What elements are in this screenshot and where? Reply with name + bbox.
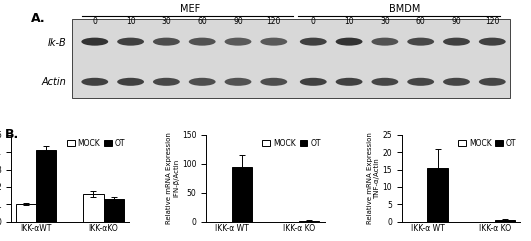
- Ellipse shape: [372, 78, 398, 86]
- Bar: [299, 221, 319, 222]
- Legend: MOCK, OT: MOCK, OT: [67, 139, 125, 148]
- Text: Actin: Actin: [42, 77, 67, 87]
- Bar: [36, 150, 56, 222]
- Ellipse shape: [225, 78, 251, 86]
- Ellipse shape: [407, 78, 434, 86]
- Ellipse shape: [189, 38, 216, 46]
- Text: 30: 30: [161, 17, 172, 26]
- Text: 0: 0: [311, 17, 316, 26]
- Ellipse shape: [443, 78, 470, 86]
- Text: 60: 60: [416, 17, 425, 26]
- Ellipse shape: [479, 38, 506, 46]
- Ellipse shape: [407, 38, 434, 46]
- Ellipse shape: [300, 38, 327, 46]
- Ellipse shape: [336, 38, 363, 46]
- Legend: MOCK, OT: MOCK, OT: [458, 139, 517, 148]
- Ellipse shape: [225, 38, 251, 46]
- Ellipse shape: [81, 38, 108, 46]
- Legend: MOCK, OT: MOCK, OT: [262, 139, 321, 148]
- Text: 30: 30: [380, 17, 390, 26]
- Text: 120: 120: [267, 17, 281, 26]
- Ellipse shape: [372, 38, 398, 46]
- Ellipse shape: [260, 38, 287, 46]
- Ellipse shape: [260, 78, 287, 86]
- Text: Ik-B: Ik-B: [48, 38, 67, 48]
- FancyBboxPatch shape: [72, 19, 510, 98]
- Bar: [16, 204, 36, 222]
- Text: 0: 0: [92, 17, 97, 26]
- Ellipse shape: [117, 78, 144, 86]
- Text: 90: 90: [233, 17, 243, 26]
- Bar: [104, 199, 124, 222]
- Text: 10: 10: [126, 17, 135, 26]
- Ellipse shape: [189, 78, 216, 86]
- Bar: [232, 167, 252, 222]
- Bar: [495, 220, 515, 222]
- Ellipse shape: [117, 38, 144, 46]
- Bar: [427, 168, 448, 222]
- Text: 120: 120: [485, 17, 500, 26]
- Text: 60: 60: [198, 17, 207, 26]
- Text: MEF: MEF: [180, 4, 200, 14]
- Text: A.: A.: [31, 12, 46, 25]
- Ellipse shape: [153, 38, 180, 46]
- Ellipse shape: [336, 78, 363, 86]
- Ellipse shape: [300, 78, 327, 86]
- Y-axis label: Relative mRNA Expression
TNF-α/Actin: Relative mRNA Expression TNF-α/Actin: [367, 132, 380, 224]
- Text: BMDM: BMDM: [389, 4, 421, 14]
- Y-axis label: Relative mRNA Expression
IFN-β/Actin: Relative mRNA Expression IFN-β/Actin: [166, 132, 179, 224]
- Ellipse shape: [443, 38, 470, 46]
- Text: B.: B.: [5, 128, 20, 141]
- Text: 10: 10: [344, 17, 354, 26]
- Ellipse shape: [479, 78, 506, 86]
- Text: 90: 90: [451, 17, 461, 26]
- Ellipse shape: [81, 78, 108, 86]
- Ellipse shape: [153, 78, 180, 86]
- Bar: [83, 194, 104, 222]
